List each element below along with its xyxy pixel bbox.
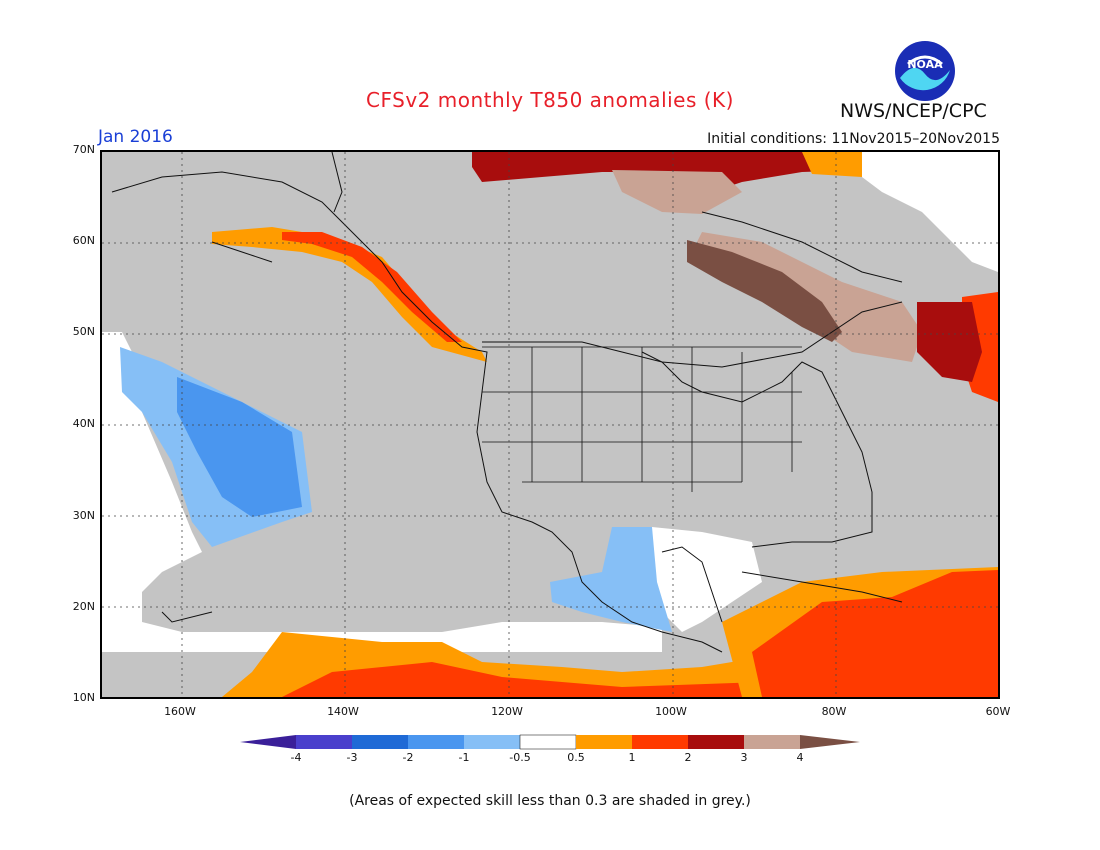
- lon-label-80w: 80W: [821, 705, 847, 718]
- lon-label-100w: 100W: [655, 705, 687, 718]
- colorbar-label-2: 2: [684, 751, 692, 764]
- lon-label-160w: 160W: [164, 705, 196, 718]
- pacific-blue-inner: [177, 377, 302, 517]
- colorbar-swatch-1-05: [464, 735, 520, 749]
- colorbar-swatch-neutral: [519, 734, 577, 750]
- lat-label-70n: 70N: [72, 143, 95, 156]
- lat-label-20n: 20N: [72, 600, 95, 613]
- colorbar-label-m3: -3: [346, 751, 358, 764]
- arctic-orange-patch: [802, 152, 862, 177]
- noaa-logo-text: NOAA: [907, 58, 943, 71]
- colorbar-swatch-05-1: [576, 735, 632, 749]
- skill-footnote: (Areas of expected skill less than 0.3 a…: [349, 793, 751, 809]
- political-boundaries: [482, 346, 802, 492]
- arctic-tan-region: [612, 170, 742, 214]
- graticule: [102, 152, 998, 697]
- lon-label-60w: 60W: [985, 705, 1011, 718]
- arctic-white-region: [862, 152, 998, 272]
- colorbar-swatch-lt-4: [240, 735, 296, 749]
- lat-label-30n: 30N: [72, 509, 95, 522]
- initial-conditions: Initial conditions: 11Nov2015–20Nov2015: [707, 131, 1000, 147]
- colorbar-label-m2: -2: [402, 751, 414, 764]
- lon-label-140w: 140W: [327, 705, 359, 718]
- colorbar: [240, 734, 860, 750]
- lat-label-10n: 10N: [72, 691, 95, 704]
- colorbar-label-4: 4: [796, 751, 804, 764]
- lat-label-60n: 60N: [72, 234, 95, 247]
- colorbar-swatch-2-3: [688, 735, 744, 749]
- lon-label-120w: 120W: [491, 705, 523, 718]
- colorbar-swatch-gt-4: [800, 735, 860, 749]
- gulf-white-region: [650, 527, 762, 632]
- mexico-blue-region: [550, 527, 672, 632]
- colorbar-swatch-3-4: [744, 735, 800, 749]
- alaska-coast-strip: [212, 227, 487, 362]
- caribbean-red-region: [752, 570, 998, 697]
- quebec-dark-red-region: [917, 302, 982, 382]
- lat-label-50n: 50N: [72, 325, 95, 338]
- pacific-red-band: [282, 662, 802, 697]
- colorbar-swatch-4-3: [296, 735, 352, 749]
- lat-label-40n: 40N: [72, 417, 95, 430]
- chart-title: CFSv2 monthly T850 anomalies (K): [366, 88, 734, 112]
- alaska-coast-red: [282, 232, 462, 342]
- agency-label: NWS/NCEP/CPC: [840, 100, 987, 122]
- noaa-logo-icon: NOAA: [895, 41, 955, 101]
- colorbar-swatch-1-2: [632, 735, 688, 749]
- colorbar-label-3: 3: [740, 751, 748, 764]
- colorbar-label-m05: -0.5: [509, 751, 531, 764]
- colorbar-label-1: 1: [628, 751, 636, 764]
- colorbar-label-m4: -4: [290, 751, 302, 764]
- colorbar-swatch-2-1: [408, 735, 464, 749]
- forecast-month: Jan 2016: [98, 127, 173, 147]
- hudson-brown-band: [687, 240, 842, 342]
- anomaly-map-svg: [102, 152, 998, 697]
- anomaly-map: [100, 150, 1000, 699]
- colorbar-label-05: 0.5: [567, 751, 585, 764]
- colorbar-swatch-3-2: [352, 735, 408, 749]
- colorbar-label-m1: -1: [458, 751, 470, 764]
